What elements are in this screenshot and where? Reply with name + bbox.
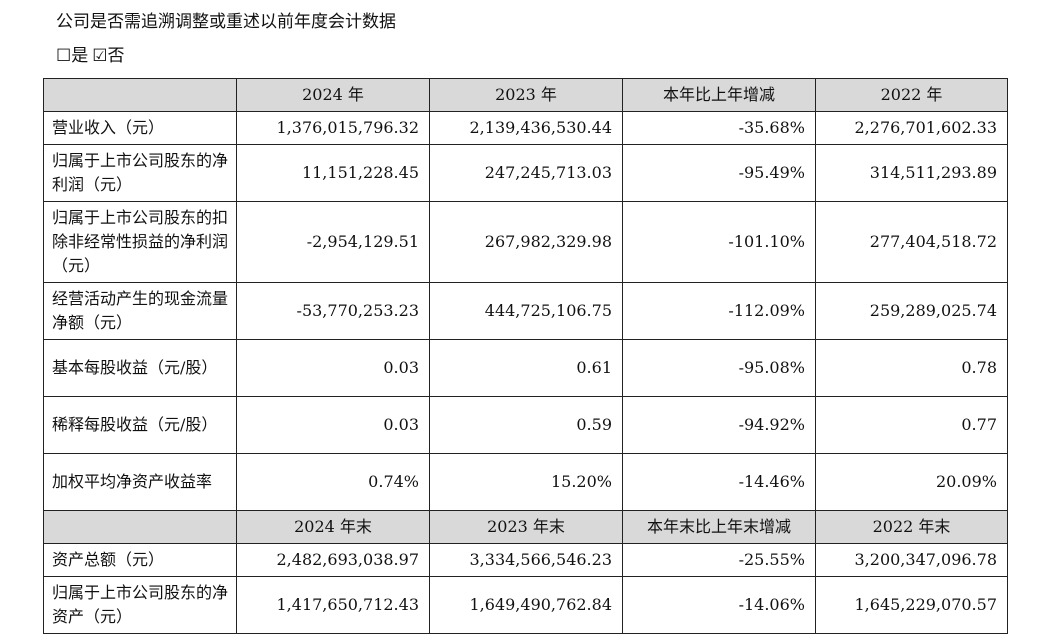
table-cell: 259,289,025.74	[815, 282, 1008, 340]
table-cell: 1,649,490,762.84	[429, 576, 623, 634]
financial-data-table: 2024 年 2023 年 本年比上年增减 2022 年 营业收入（元） 1,3…	[43, 78, 1008, 634]
table-row: 加权平均净资产收益率 0.74% 15.20% -14.46% 20.09%	[43, 453, 1008, 511]
table-cell: 11,151,228.45	[236, 144, 430, 202]
table-cell: -35.68%	[622, 111, 816, 145]
row-label: 营业收入（元）	[43, 111, 237, 145]
table-cell: 15.20%	[429, 453, 623, 511]
table-cell: 0.03	[236, 339, 430, 397]
column-header: 本年末比上年末增减	[622, 510, 816, 544]
section-heading: 公司是否需追溯调整或重述以前年度会计数据	[56, 12, 396, 32]
table-cell: 0.77	[815, 396, 1008, 454]
table-cell: 3,334,566,546.23	[429, 543, 623, 577]
table-row: 归属于上市公司股东的扣除非经常性损益的净利润（元） -2,954,129.51 …	[43, 201, 1008, 283]
table-cell: 1,376,015,796.32	[236, 111, 430, 145]
row-label: 经营活动产生的现金流量净额（元）	[43, 282, 237, 340]
table-cell: 267,982,329.98	[429, 201, 623, 283]
table-cell: 0.61	[429, 339, 623, 397]
header-blank-cell	[43, 78, 237, 112]
row-label: 归属于上市公司股东的净利润（元）	[43, 144, 237, 202]
table-cell: 2,482,693,038.97	[236, 543, 430, 577]
table-row: 归属于上市公司股东的净资产（元） 1,417,650,712.43 1,649,…	[43, 576, 1008, 634]
row-label: 稀释每股收益（元/股）	[43, 396, 237, 454]
table-row: 营业收入（元） 1,376,015,796.32 2,139,436,530.4…	[43, 111, 1008, 145]
row-label: 资产总额（元）	[43, 543, 237, 577]
table-cell: -95.08%	[622, 339, 816, 397]
table-cell: 1,417,650,712.43	[236, 576, 430, 634]
table-cell: -95.49%	[622, 144, 816, 202]
table-cell: -53,770,253.23	[236, 282, 430, 340]
table-cell: 0.74%	[236, 453, 430, 511]
option-no-label: 否	[107, 46, 125, 66]
table-cell: 1,645,229,070.57	[815, 576, 1008, 634]
checkbox-checked-icon[interactable]: ☑	[92, 46, 108, 66]
option-yes-label: 是	[71, 46, 89, 66]
table-row: 经营活动产生的现金流量净额（元） -53,770,253.23 444,725,…	[43, 282, 1008, 340]
table-cell: -101.10%	[622, 201, 816, 283]
table-cell: -94.92%	[622, 396, 816, 454]
column-header: 2024 年末	[236, 510, 430, 544]
table-cell: -2,954,129.51	[236, 201, 430, 283]
table-row: 稀释每股收益（元/股） 0.03 0.59 -94.92% 0.77	[43, 396, 1008, 454]
column-header: 2024 年	[236, 78, 430, 112]
table-cell: 2,139,436,530.44	[429, 111, 623, 145]
column-header: 2022 年末	[815, 510, 1008, 544]
table-header-row: 2024 年 2023 年 本年比上年增减 2022 年	[43, 78, 1008, 112]
table-cell: 0.78	[815, 339, 1008, 397]
table-cell: 314,511,293.89	[815, 144, 1008, 202]
column-header: 本年比上年增减	[622, 78, 816, 112]
row-label: 归属于上市公司股东的净资产（元）	[43, 576, 237, 634]
checkbox-unchecked-icon[interactable]: ☐	[56, 46, 72, 66]
row-label: 归属于上市公司股东的扣除非经常性损益的净利润（元）	[43, 201, 237, 283]
table-cell: 247,245,713.03	[429, 144, 623, 202]
table-row: 基本每股收益（元/股） 0.03 0.61 -95.08% 0.78	[43, 339, 1008, 397]
table-cell: 20.09%	[815, 453, 1008, 511]
column-header: 2023 年	[429, 78, 623, 112]
table-cell: 444,725,106.75	[429, 282, 623, 340]
row-label: 加权平均净资产收益率	[43, 453, 237, 511]
table-cell: 0.03	[236, 396, 430, 454]
table-cell: 3,200,347,096.78	[815, 543, 1008, 577]
header-blank-cell	[43, 510, 237, 544]
column-header: 2023 年末	[429, 510, 623, 544]
table-row: 资产总额（元） 2,482,693,038.97 3,334,566,546.2…	[43, 543, 1008, 577]
table-cell: -14.46%	[622, 453, 816, 511]
row-label: 基本每股收益（元/股）	[43, 339, 237, 397]
table-cell: -14.06%	[622, 576, 816, 634]
restatement-options: ☐是 ☑否	[56, 44, 125, 68]
table-header-row: 2024 年末 2023 年末 本年末比上年末增减 2022 年末	[43, 510, 1008, 544]
table-cell: 277,404,518.72	[815, 201, 1008, 283]
table-cell: 0.59	[429, 396, 623, 454]
table-cell: -25.55%	[622, 543, 816, 577]
table-row: 归属于上市公司股东的净利润（元） 11,151,228.45 247,245,7…	[43, 144, 1008, 202]
table-cell: 2,276,701,602.33	[815, 111, 1008, 145]
table-cell: -112.09%	[622, 282, 816, 340]
column-header: 2022 年	[815, 78, 1008, 112]
